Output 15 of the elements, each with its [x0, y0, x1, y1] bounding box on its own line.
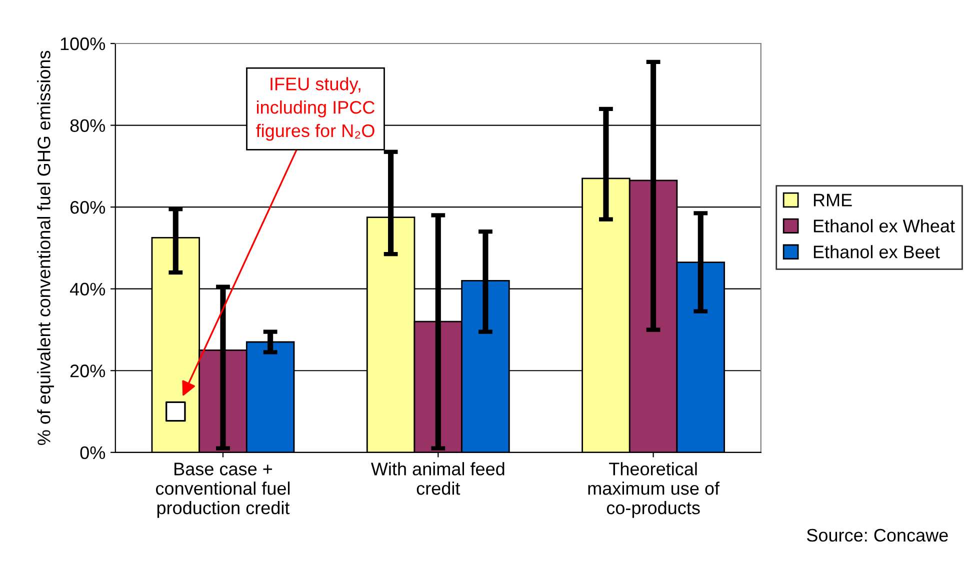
- x-tick-label: With animal feed credit: [370, 462, 504, 495]
- source-note: Source: Concawe: [806, 528, 948, 542]
- y-tick-label: 40%: [70, 282, 106, 296]
- x-tick-label: Base case + conventional fuel production credit: [156, 462, 290, 518]
- y-axis-title: % of equivalent conventional fuel GHG emissions: [37, 50, 54, 446]
- y-tick-label: 80%: [70, 119, 106, 132]
- legend-label: Ethanol ex Beet: [814, 245, 940, 258]
- legend-label: RME: [814, 194, 852, 206]
- y-tick-label: 0%: [80, 446, 106, 460]
- y-tick-label: 60%: [70, 200, 106, 214]
- annotation: IFEU study, including IPCC figures for N₂O: [256, 77, 375, 141]
- legend-label: Ethanol ex Wheat: [814, 219, 955, 232]
- y-tick-label: 20%: [70, 364, 106, 378]
- x-tick-label: Theoretical maximum use of co-products: [588, 462, 720, 518]
- y-tick-label: 100%: [60, 37, 106, 50]
